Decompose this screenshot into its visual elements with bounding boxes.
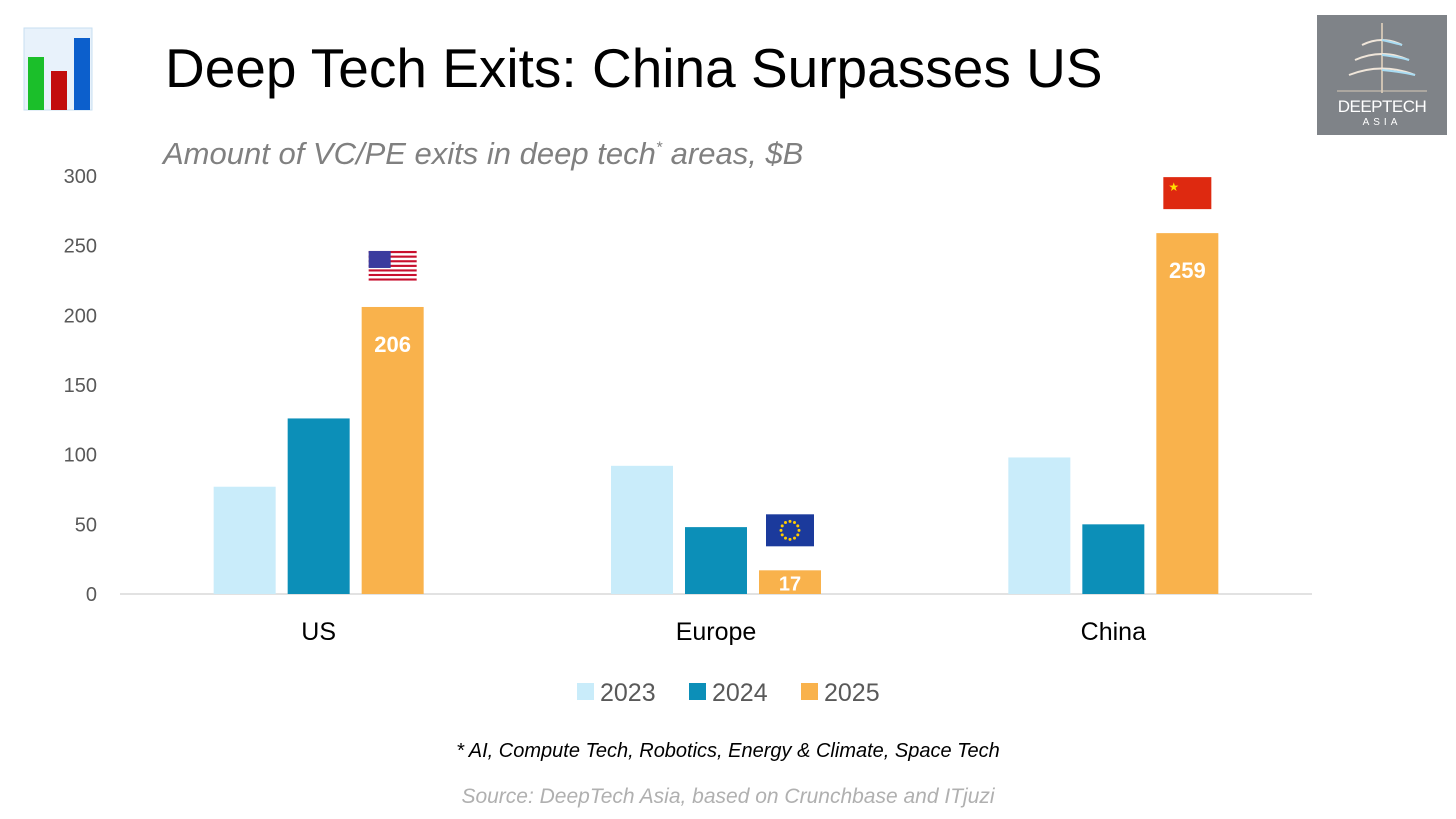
y-tick-label: 300 xyxy=(64,166,97,188)
y-tick-label: 150 xyxy=(64,375,97,397)
y-tick-label: 50 xyxy=(75,514,97,536)
chart-title: Deep Tech Exits: China Surpasses US xyxy=(165,37,1103,99)
us-flag-icon xyxy=(368,250,417,283)
bar-us-2024 xyxy=(287,418,350,594)
logo-text: DEEPTECH xyxy=(1337,97,1427,116)
y-tick-label: 0 xyxy=(86,584,97,606)
logo-subtext: ASIA xyxy=(1362,117,1402,128)
x-tick-label: US xyxy=(301,618,336,646)
bar-us-2025 xyxy=(361,306,424,594)
data-label: 206 xyxy=(374,332,411,357)
bar-china-2023 xyxy=(1008,457,1071,594)
subtitle-unit: areas, $B xyxy=(662,136,804,171)
legend-swatch-2025 xyxy=(801,683,818,700)
bar-china-2025 xyxy=(1156,233,1219,595)
legend-label: 2025 xyxy=(824,679,880,707)
y-tick-label: 200 xyxy=(64,305,97,327)
chart-subtitle: Amount of VC/PE exits in deep tech* area… xyxy=(163,136,803,172)
source-note: Source: DeepTech Asia, based on Crunchba… xyxy=(461,785,995,808)
bar-europe-2024 xyxy=(685,527,747,594)
y-tick-label: 250 xyxy=(64,236,97,258)
subtitle-text: Amount of VC/PE exits in deep tech xyxy=(163,136,656,171)
subtitle-asterisk: * xyxy=(655,139,663,157)
chart-icon xyxy=(23,27,93,111)
china-flag-icon: ★ xyxy=(1163,177,1212,210)
x-tick-label: Europe xyxy=(676,618,757,646)
eu-flag-icon xyxy=(766,514,814,547)
x-tick-label: China xyxy=(1081,618,1146,646)
data-label: 17 xyxy=(779,573,801,595)
legend-swatch-2023 xyxy=(577,683,594,700)
footnote: * AI, Compute Tech, Robotics, Energy & C… xyxy=(456,740,1000,762)
bar-us-2023 xyxy=(213,486,276,594)
bar-europe-2025 xyxy=(759,570,821,594)
legend-label: 2024 xyxy=(712,679,768,707)
bar-europe-2023 xyxy=(611,465,673,594)
data-label: 259 xyxy=(1169,258,1206,283)
pagoda-icon xyxy=(1337,23,1427,93)
y-tick-label: 100 xyxy=(64,445,97,467)
legend-swatch-2024 xyxy=(689,683,706,700)
svg-text:★: ★ xyxy=(1168,180,1179,194)
bar-china-2024 xyxy=(1082,524,1145,594)
deeptech-asia-logo: DEEPTECH ASIA xyxy=(1317,15,1447,135)
legend-label: 2023 xyxy=(600,679,656,707)
